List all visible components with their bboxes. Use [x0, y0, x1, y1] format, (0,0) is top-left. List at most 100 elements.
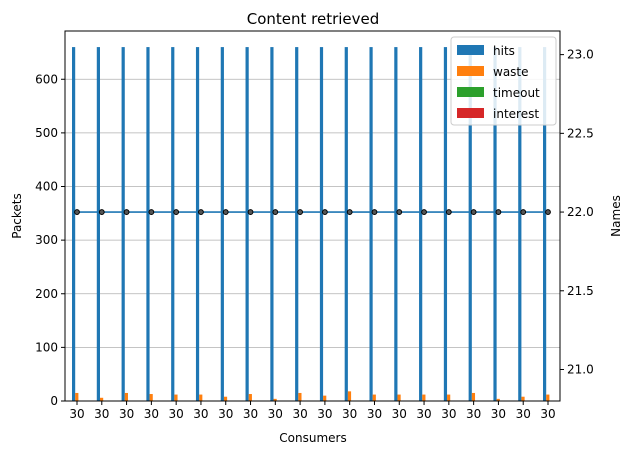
legend-swatch-timeout — [457, 87, 484, 97]
x-tick-label: 30 — [466, 407, 481, 421]
x-tick-label: 30 — [317, 407, 332, 421]
x-tick-label: 30 — [144, 407, 159, 421]
legend-label-timeout: timeout — [493, 86, 540, 100]
y-tick-label: 300 — [35, 233, 58, 247]
x-tick-label: 30 — [292, 407, 307, 421]
names-point — [148, 209, 155, 215]
names-point — [272, 209, 279, 215]
names-point — [346, 209, 353, 215]
y-tick-label: 100 — [35, 340, 58, 354]
bar-hits — [96, 47, 100, 402]
x-tick-label: 30 — [69, 407, 84, 421]
x-tick-label: 30 — [367, 407, 382, 421]
names-point — [297, 209, 304, 215]
bar-waste — [174, 394, 178, 401]
x-tick-label: 30 — [392, 407, 407, 421]
x-tick-label: 30 — [94, 407, 109, 421]
y2-tick-label: 22.5 — [567, 126, 594, 140]
bar-hits — [195, 47, 200, 402]
bar-waste — [447, 394, 451, 401]
bar-hits — [443, 47, 448, 402]
names-point — [247, 209, 254, 215]
bar-waste — [323, 395, 327, 401]
bar-hits — [543, 47, 547, 402]
legend-box — [450, 36, 557, 126]
x-tick-label: 30 — [193, 407, 208, 421]
bar-waste — [471, 392, 476, 401]
x-tick-label: 30 — [243, 407, 258, 421]
names-point — [74, 209, 80, 215]
names-line — [74, 209, 551, 215]
bar-hits — [319, 47, 324, 402]
y2-tick-label: 23.0 — [567, 48, 594, 62]
names-point — [123, 209, 130, 215]
bar-hits — [369, 47, 373, 402]
legend-label-interest: interest — [493, 107, 539, 121]
bars — [72, 47, 550, 402]
bar-waste — [496, 398, 500, 401]
y-tick-label: 500 — [35, 126, 58, 140]
bar-hits — [220, 47, 224, 402]
y-tick-label: 400 — [35, 180, 58, 194]
bar-waste — [422, 394, 426, 401]
legend-label-hits: hits — [493, 44, 515, 58]
x-tick-label: 30 — [169, 407, 184, 421]
bar-hits — [493, 47, 497, 402]
y2-tick-label: 21.0 — [567, 363, 594, 377]
legend-swatch-waste — [457, 66, 484, 76]
chart-title: Content retrieved — [247, 10, 380, 28]
bar-waste — [397, 394, 401, 401]
y-tick-label: 0 — [50, 394, 58, 408]
y2-tick-label: 21.5 — [567, 284, 594, 298]
bar-waste — [273, 398, 277, 401]
names-point — [396, 209, 403, 215]
plot-frame — [64, 30, 561, 402]
y-tick-label: 600 — [35, 72, 58, 86]
names-point — [222, 209, 229, 215]
bar-waste — [521, 396, 525, 401]
x-tick-label: 30 — [218, 407, 233, 421]
x-tick-label: 30 — [516, 407, 531, 421]
bar-waste — [298, 392, 302, 401]
names-point — [198, 209, 204, 215]
bar-waste — [546, 394, 550, 401]
legend: hits waste timeout interest — [450, 36, 557, 126]
bar-waste — [199, 394, 203, 401]
names-point — [173, 209, 180, 215]
y2-axis-label: Names — [609, 195, 623, 237]
y-tick-label: 200 — [35, 287, 58, 301]
x-tick-label: 30 — [119, 407, 134, 421]
x-tick-label: 30 — [441, 407, 456, 421]
legend-swatch-hits — [457, 45, 484, 55]
x-tick-label: 30 — [342, 407, 357, 421]
bar-hits — [394, 47, 398, 402]
names-point — [98, 209, 105, 215]
bar-waste — [149, 394, 153, 401]
names-point — [520, 209, 527, 215]
x-tick-label: 30 — [491, 407, 506, 421]
legend-swatch-interest — [457, 108, 484, 118]
x-tick-label: 30 — [540, 407, 555, 421]
x-axis-label: Consumers — [279, 431, 346, 445]
bar-hits — [245, 47, 249, 402]
names-point — [470, 209, 477, 215]
legend-label-waste: waste — [493, 65, 529, 79]
bar-waste — [248, 394, 252, 401]
names-point — [445, 209, 452, 215]
bar-hits — [518, 47, 522, 402]
x-tick-label: 30 — [268, 407, 283, 421]
bar-hits — [72, 47, 76, 402]
bar-waste — [223, 396, 228, 401]
bar-waste — [124, 392, 128, 401]
names-point — [321, 209, 328, 215]
bar-hits — [344, 47, 348, 402]
bar-hits — [121, 47, 125, 402]
names-point — [371, 209, 378, 215]
x-tick-label: 30 — [416, 407, 431, 421]
bar-waste — [75, 392, 79, 401]
bar-hits — [419, 47, 423, 402]
bar-waste — [372, 394, 376, 401]
bar-hits — [295, 47, 299, 402]
axes: 0 100 200 300 400 500 600 21.0 21.5 22.0 22.5 23.0 3… — [35, 30, 594, 421]
